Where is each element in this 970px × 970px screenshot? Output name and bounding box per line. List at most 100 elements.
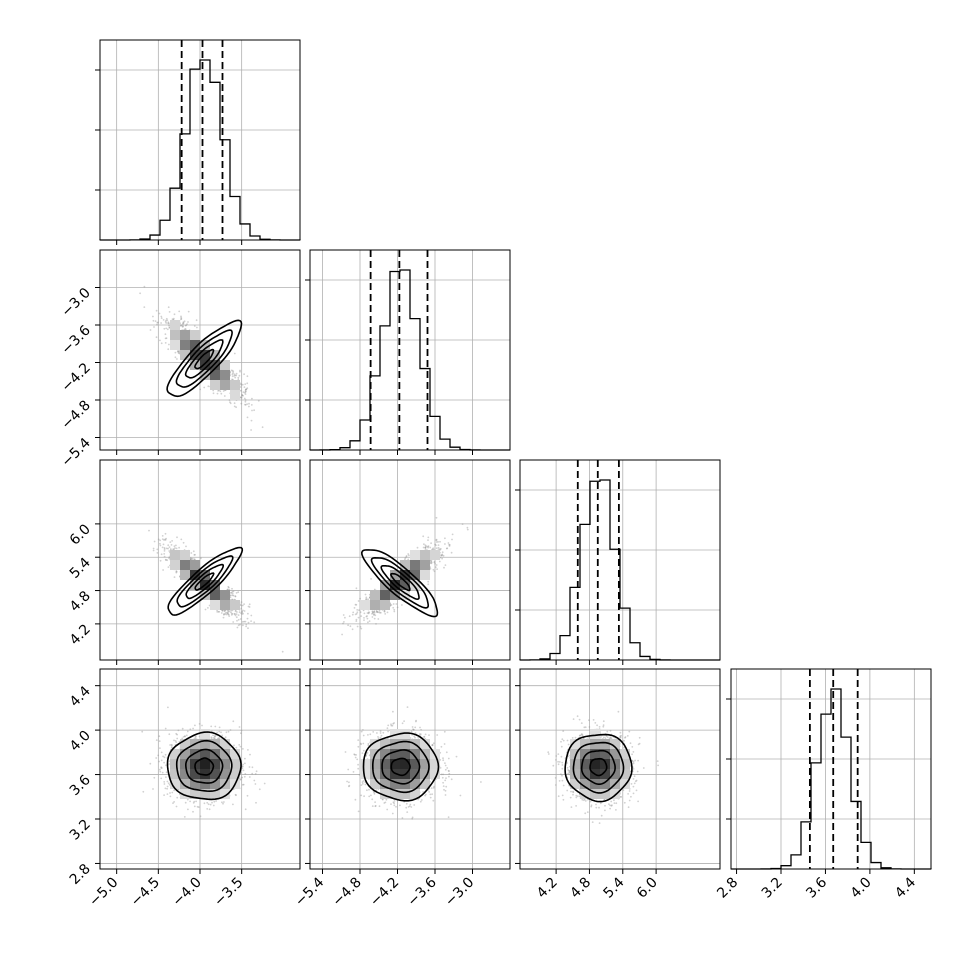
sample-point xyxy=(227,585,230,588)
sample-point xyxy=(157,538,160,541)
sample-point xyxy=(480,781,482,783)
density-cell xyxy=(570,769,580,779)
density-cell xyxy=(600,789,610,799)
sample-point xyxy=(164,320,167,323)
sample-point xyxy=(613,799,615,802)
sample-point xyxy=(363,619,365,621)
sample-point xyxy=(427,583,430,586)
sample-point xyxy=(569,796,572,799)
sample-point xyxy=(600,814,603,817)
sample-point xyxy=(630,783,633,785)
sample-point xyxy=(237,618,240,621)
sample-point xyxy=(281,650,284,653)
sample-point xyxy=(192,810,194,813)
sample-point xyxy=(357,767,360,770)
sample-point xyxy=(239,778,242,780)
sample-point xyxy=(567,743,570,746)
sample-point xyxy=(405,806,408,809)
sample-point xyxy=(204,608,207,611)
sample-point xyxy=(245,388,247,391)
sample-point xyxy=(234,374,237,377)
sample-point xyxy=(233,352,236,355)
sample-point xyxy=(190,557,193,560)
contour-line xyxy=(175,739,233,793)
density-cell xyxy=(390,779,400,789)
sample-point xyxy=(165,319,167,322)
sample-point xyxy=(247,605,250,608)
sample-point xyxy=(418,733,421,735)
sample-point xyxy=(255,770,258,773)
density-cell xyxy=(190,580,200,590)
sample-point xyxy=(390,803,392,805)
sample-point xyxy=(373,588,376,591)
sample-point xyxy=(371,805,374,807)
sample-point xyxy=(343,621,345,623)
sample-point xyxy=(195,319,198,322)
sample-point xyxy=(222,616,225,619)
sample-point xyxy=(628,799,631,802)
sample-point xyxy=(242,748,244,750)
sample-point xyxy=(251,772,254,775)
sample-point xyxy=(393,802,395,805)
sample-point xyxy=(168,546,171,548)
sample-point xyxy=(218,737,221,739)
sample-point xyxy=(433,570,436,573)
sample-point xyxy=(609,729,612,732)
y-tick-label: 6.0 xyxy=(67,521,94,548)
sample-point xyxy=(412,728,415,731)
panel-frame xyxy=(309,668,511,870)
sample-point xyxy=(377,737,380,740)
sample-point xyxy=(180,538,183,541)
sample-point xyxy=(246,387,249,390)
sample-point xyxy=(240,776,243,779)
density-cell xyxy=(200,769,210,779)
sample-point xyxy=(360,627,363,630)
sample-point xyxy=(250,620,253,622)
sample-point xyxy=(177,729,180,732)
sample-point xyxy=(373,610,376,612)
y-tick-label: −4.8 xyxy=(58,398,93,433)
sample-point xyxy=(167,321,170,324)
sample-point xyxy=(409,803,412,806)
density-cell xyxy=(230,759,240,769)
sample-point xyxy=(210,725,213,728)
sample-point xyxy=(166,785,169,788)
sample-point xyxy=(632,768,635,770)
sample-point xyxy=(240,732,242,735)
sample-point xyxy=(574,736,577,739)
sample-point xyxy=(159,542,161,545)
sample-point xyxy=(558,761,561,763)
density-cell xyxy=(400,560,410,570)
sample-point xyxy=(170,544,173,546)
sample-point xyxy=(392,603,395,605)
sample-point xyxy=(608,737,611,740)
sample-point xyxy=(393,610,396,613)
sample-point xyxy=(160,759,163,762)
y-tick-label: 4.4 xyxy=(67,683,94,710)
contour-line xyxy=(360,549,439,618)
sample-point xyxy=(609,737,612,740)
sample-point xyxy=(459,794,462,797)
sample-point xyxy=(230,609,232,612)
sample-point xyxy=(342,614,345,616)
density-cell xyxy=(170,320,180,330)
sample-point xyxy=(160,777,163,780)
sample-point xyxy=(430,787,433,789)
x-tick-label: 3.6 xyxy=(803,874,830,901)
sample-point xyxy=(631,753,633,756)
contour-line xyxy=(390,757,411,777)
sample-point xyxy=(246,382,249,385)
sample-point xyxy=(387,730,389,733)
sample-point xyxy=(450,551,453,554)
sample-point xyxy=(164,787,167,790)
sample-point xyxy=(444,789,447,792)
sample-point xyxy=(602,724,605,726)
sample-point xyxy=(213,800,216,803)
sample-point xyxy=(443,730,446,733)
sample-point xyxy=(168,322,170,325)
sample-point xyxy=(355,620,358,622)
sample-point xyxy=(374,805,377,808)
density-cell xyxy=(610,769,620,779)
sample-point xyxy=(366,617,369,620)
sample-point xyxy=(395,805,397,808)
